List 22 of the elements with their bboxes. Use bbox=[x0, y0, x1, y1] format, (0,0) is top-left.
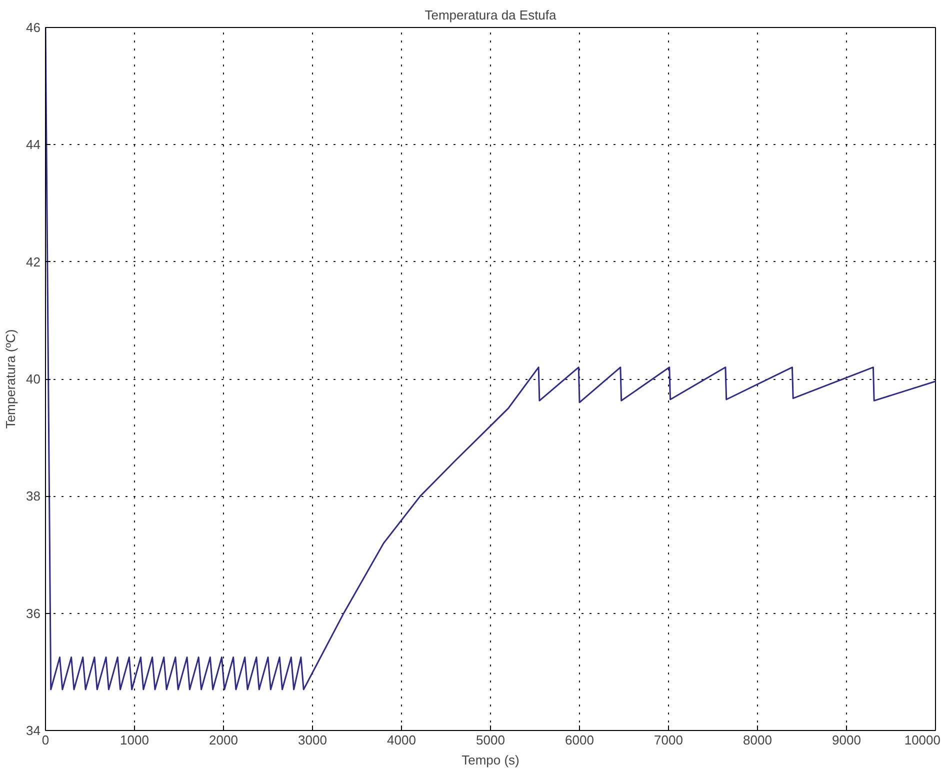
x-tick-label: 9000 bbox=[832, 732, 861, 748]
y-tick-label: 38 bbox=[26, 488, 41, 504]
y-tick-label: 40 bbox=[26, 372, 41, 386]
line-series bbox=[46, 28, 936, 690]
x-tick-label: 1000 bbox=[120, 732, 149, 748]
x-tick-label: 3000 bbox=[298, 732, 327, 748]
x-tick-label: 10000 bbox=[904, 732, 941, 748]
x-tick-label: 5000 bbox=[476, 732, 505, 748]
y-tick-label: 36 bbox=[26, 606, 41, 621]
chart-title: Temperatura da Estufa bbox=[424, 8, 558, 22]
x-tick-label: 8000 bbox=[743, 732, 772, 748]
x-tick-label: 0 bbox=[42, 732, 50, 748]
y-tick-label: 42 bbox=[26, 254, 41, 270]
y-axis-title: Temperatura (ºC) bbox=[3, 329, 18, 429]
x-tick-label: 2000 bbox=[209, 732, 238, 748]
x-tick-label: 6000 bbox=[565, 732, 594, 748]
x-tick-label: 7000 bbox=[654, 732, 683, 748]
y-tick-label: 34 bbox=[26, 723, 41, 738]
x-axis-title: Tempo (s) bbox=[462, 752, 520, 768]
x-tick-label: 4000 bbox=[387, 732, 416, 748]
y-tick-label: 44 bbox=[26, 137, 41, 152]
y-tick-label: 46 bbox=[26, 20, 41, 35]
